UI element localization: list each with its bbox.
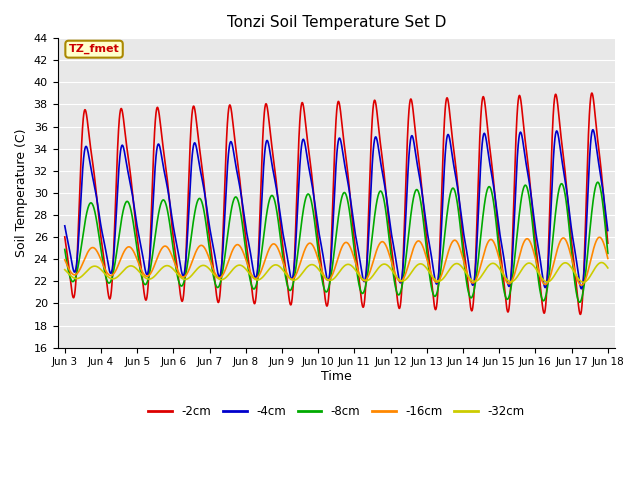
- X-axis label: Time: Time: [321, 370, 351, 383]
- Title: Tonzi Soil Temperature Set D: Tonzi Soil Temperature Set D: [227, 15, 446, 30]
- Legend: -2cm, -4cm, -8cm, -16cm, -32cm: -2cm, -4cm, -8cm, -16cm, -32cm: [143, 400, 529, 422]
- Text: TZ_fmet: TZ_fmet: [68, 44, 120, 54]
- Y-axis label: Soil Temperature (C): Soil Temperature (C): [15, 129, 28, 257]
